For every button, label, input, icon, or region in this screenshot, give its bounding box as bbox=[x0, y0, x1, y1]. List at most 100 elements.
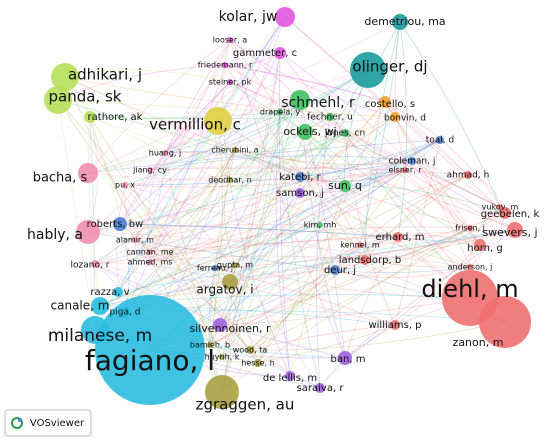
node bbox=[295, 172, 305, 182]
edge bbox=[94, 229, 516, 265]
edge bbox=[134, 149, 236, 241]
node-label: zgraggen, au bbox=[196, 396, 295, 414]
edge bbox=[119, 223, 481, 246]
node-label: looser, a bbox=[213, 36, 247, 45]
edge bbox=[359, 174, 469, 246]
node bbox=[147, 249, 153, 255]
edge bbox=[344, 244, 481, 359]
edge bbox=[229, 229, 516, 283]
edge bbox=[229, 281, 396, 326]
node-label: kennel, m bbox=[340, 241, 380, 250]
edge bbox=[257, 185, 346, 364]
edge bbox=[87, 231, 471, 268]
edge bbox=[299, 21, 401, 194]
node bbox=[467, 264, 473, 270]
edge bbox=[224, 64, 366, 261]
node bbox=[95, 295, 205, 405]
edge bbox=[209, 259, 366, 346]
node bbox=[275, 7, 295, 27]
edge bbox=[94, 262, 231, 283]
edge bbox=[304, 131, 481, 246]
edge bbox=[229, 81, 471, 229]
edge bbox=[394, 139, 441, 326]
node-label: williams, p bbox=[368, 320, 421, 331]
edge bbox=[119, 81, 231, 225]
logo-box: VOSviewer bbox=[4, 409, 92, 437]
edges bbox=[57, 16, 516, 393]
edge bbox=[64, 76, 231, 181]
edge bbox=[299, 139, 441, 178]
edge bbox=[289, 101, 386, 377]
node-label: saraiva, r bbox=[297, 383, 345, 394]
node bbox=[204, 107, 232, 135]
node-label: demetriou, ma bbox=[364, 15, 445, 28]
edge bbox=[57, 64, 226, 101]
edge bbox=[99, 229, 516, 307]
edge bbox=[87, 139, 441, 174]
node bbox=[91, 297, 109, 315]
edge bbox=[219, 169, 406, 326]
node-label: deodhar, n bbox=[208, 176, 251, 185]
edge bbox=[278, 52, 291, 377]
node-label: frisen, j bbox=[455, 224, 485, 233]
edge bbox=[334, 266, 471, 278]
node-label: bamieh, b bbox=[190, 341, 230, 350]
node bbox=[162, 150, 168, 156]
edge bbox=[89, 111, 281, 119]
node bbox=[113, 287, 123, 297]
edge bbox=[149, 81, 231, 171]
edge bbox=[279, 52, 481, 246]
node bbox=[84, 111, 96, 123]
edge bbox=[149, 16, 286, 263]
edge bbox=[164, 152, 301, 178]
edge bbox=[397, 235, 481, 246]
edge bbox=[214, 111, 281, 269]
edge bbox=[384, 101, 469, 176]
edge bbox=[209, 227, 471, 346]
edge bbox=[89, 116, 471, 268]
node-label: ockels, wj bbox=[283, 125, 336, 138]
edge bbox=[234, 149, 516, 231]
edge bbox=[149, 166, 469, 176]
edge bbox=[149, 255, 366, 263]
edge bbox=[116, 184, 126, 313]
edge bbox=[411, 160, 501, 208]
edge bbox=[344, 132, 406, 171]
edge bbox=[344, 229, 516, 359]
edge bbox=[229, 139, 441, 283]
node-label: erhard, m bbox=[376, 232, 425, 243]
edge bbox=[134, 239, 216, 269]
edge bbox=[149, 149, 236, 253]
edge bbox=[229, 39, 301, 101]
edge bbox=[224, 64, 386, 103]
edge bbox=[229, 174, 469, 283]
node-label: gupta, m bbox=[217, 261, 253, 270]
edge bbox=[299, 169, 406, 182]
edge bbox=[124, 184, 259, 364]
edge bbox=[224, 64, 386, 103]
node-label: lozano, r bbox=[71, 261, 110, 271]
node bbox=[379, 96, 391, 108]
edge bbox=[87, 99, 301, 174]
node-label: roberts, bw bbox=[87, 219, 144, 230]
edge bbox=[222, 39, 231, 181]
edge bbox=[164, 39, 231, 154]
node bbox=[227, 79, 233, 85]
node-label: schmehl, r bbox=[281, 95, 355, 111]
node bbox=[290, 90, 310, 110]
edge bbox=[334, 227, 471, 271]
edge bbox=[234, 139, 441, 266]
edge bbox=[257, 324, 396, 364]
edge bbox=[249, 212, 506, 351]
edge bbox=[214, 99, 301, 269]
node-label: deur, j bbox=[324, 265, 356, 276]
edge bbox=[469, 206, 501, 268]
node bbox=[274, 47, 286, 59]
edge bbox=[344, 185, 506, 214]
edge bbox=[124, 169, 406, 188]
node-label: landsdorp, b bbox=[339, 255, 401, 266]
edge bbox=[397, 236, 471, 268]
edge bbox=[64, 76, 396, 118]
node-label: ban, m bbox=[331, 354, 366, 365]
